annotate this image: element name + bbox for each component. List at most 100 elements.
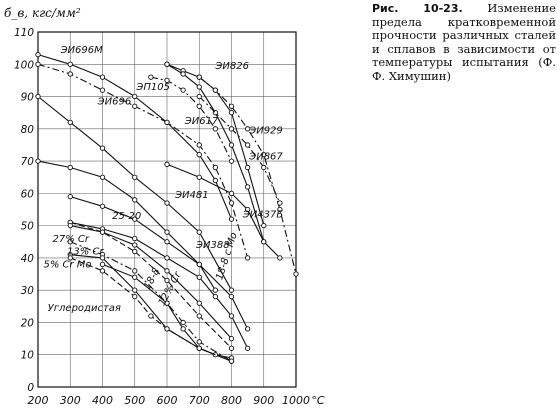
data-point xyxy=(99,145,106,151)
x-tick-label: 600 xyxy=(157,394,178,407)
curve-label: ЭИ617 xyxy=(184,116,219,127)
data-point xyxy=(67,222,73,229)
data-point xyxy=(228,190,235,197)
data-point xyxy=(132,274,138,280)
data-point xyxy=(244,184,251,190)
data-point xyxy=(67,255,73,261)
data-point xyxy=(244,126,251,132)
curve-label: 18-8 с Mo xyxy=(214,231,240,281)
strength-temperature-chart: 0 10 20 30 40 50 60 70 80 90 100 110 200 300 400 500 600… xyxy=(14,27,325,407)
data-point xyxy=(212,293,219,300)
data-point xyxy=(164,61,170,67)
series-line xyxy=(70,225,232,339)
data-point xyxy=(35,51,41,58)
data-point xyxy=(99,229,106,235)
data-point xyxy=(132,248,138,255)
data-point xyxy=(99,87,106,93)
data-point xyxy=(180,319,186,326)
data-point xyxy=(244,206,251,213)
data-point xyxy=(228,126,235,132)
data-point xyxy=(164,200,170,206)
data-point xyxy=(132,235,138,242)
data-point xyxy=(132,293,138,300)
series-line xyxy=(166,163,281,259)
data-point xyxy=(164,229,170,235)
data-point xyxy=(35,61,41,67)
x-tick-label: 900 xyxy=(253,394,274,407)
data-point xyxy=(228,293,235,300)
data-point xyxy=(228,345,235,351)
data-point xyxy=(132,216,138,222)
curve-label: ЭИ929 xyxy=(248,126,283,137)
curve-label: ЭИ867 xyxy=(248,151,283,162)
y-tick-label: 30 xyxy=(21,285,35,297)
data-point xyxy=(277,206,283,213)
series-line xyxy=(150,76,232,162)
data-point xyxy=(244,255,251,261)
data-point xyxy=(132,268,138,274)
figure-caption-text: Изменение предела кратковременной прочно… xyxy=(372,1,556,83)
data-point xyxy=(228,200,235,206)
curve-label: 27% Cr xyxy=(53,234,90,245)
data-point xyxy=(196,174,202,180)
data-point xyxy=(132,287,138,293)
data-point xyxy=(244,164,251,171)
y-tick-label: 100 xyxy=(14,59,34,71)
data-point xyxy=(196,142,202,148)
y-tick-label: 10 xyxy=(21,350,35,362)
data-point xyxy=(99,74,106,80)
data-point xyxy=(164,326,170,332)
curve-label: ЭИ696 xyxy=(97,97,132,108)
data-point xyxy=(99,203,106,209)
data-point xyxy=(228,216,235,222)
x-tick-label: 500 xyxy=(124,394,145,407)
data-point xyxy=(196,345,202,351)
curve-label: 18-8 xyxy=(142,266,162,291)
data-point xyxy=(196,339,202,345)
y-tick-label: 90 xyxy=(21,92,35,104)
y-tick-label: 60 xyxy=(21,188,35,200)
data-point xyxy=(228,142,235,148)
data-point xyxy=(180,326,186,332)
y-tick-label: 40 xyxy=(21,253,35,265)
data-point xyxy=(277,200,283,206)
plot-frame xyxy=(37,31,297,388)
data-point xyxy=(164,239,170,245)
data-point xyxy=(196,300,202,306)
data-point xyxy=(164,161,170,167)
data-point xyxy=(228,287,235,293)
curve-label: ЭИ388 xyxy=(195,240,230,251)
x-tick-label: 300 xyxy=(60,394,81,407)
curve-label: 12% Cr xyxy=(157,270,184,308)
data-point xyxy=(196,261,202,268)
data-point xyxy=(212,164,219,171)
y-tick-label: 0 xyxy=(27,382,34,394)
data-point xyxy=(196,274,202,280)
x-tick-label: 200 xyxy=(28,394,49,407)
curve-label: ЭИ437Б xyxy=(242,210,284,221)
data-point xyxy=(244,326,251,332)
data-point xyxy=(164,268,170,274)
data-point xyxy=(99,261,106,268)
data-point xyxy=(228,103,235,109)
data-point xyxy=(277,255,283,261)
curve-label: 25-20 xyxy=(112,211,141,222)
data-point xyxy=(132,174,138,180)
data-point xyxy=(196,229,202,235)
data-point xyxy=(67,119,73,126)
data-point xyxy=(212,287,219,293)
data-point xyxy=(99,174,106,180)
curve-label: ЭИ696М xyxy=(60,45,104,56)
x-axis-unit: °С xyxy=(311,394,325,407)
x-tick-label: 800 xyxy=(221,394,242,407)
data-point xyxy=(293,271,299,277)
data-point xyxy=(164,300,170,306)
data-point xyxy=(164,77,170,84)
data-point xyxy=(180,87,186,93)
data-point xyxy=(196,93,202,100)
y-tick-label: 70 xyxy=(21,156,35,168)
data-point xyxy=(261,239,267,245)
data-point xyxy=(67,193,73,200)
curve-label: Углеродистая xyxy=(48,303,121,314)
x-tick-label: 700 xyxy=(189,394,210,407)
